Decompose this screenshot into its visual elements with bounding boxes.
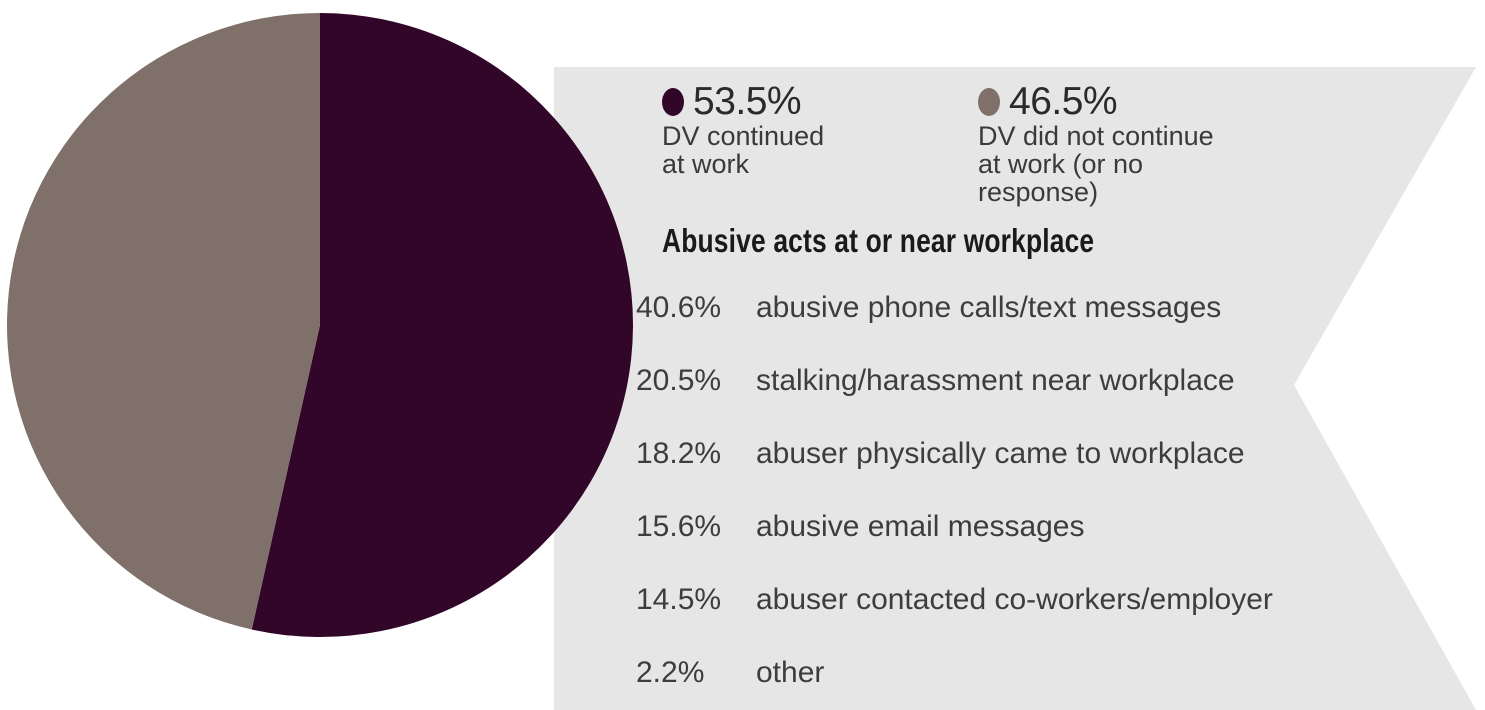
act-label: abusive email messages	[756, 510, 1085, 543]
act-label: abuser physically came to workplace	[756, 437, 1245, 470]
act-label: other	[756, 656, 825, 689]
act-value: 40.6%	[636, 291, 722, 324]
act-value: 15.6%	[636, 510, 722, 543]
legend-label-not-continued-line3: response)	[978, 177, 1099, 207]
act-label: abusive phone calls/text messages	[756, 291, 1222, 324]
legend-dot-not-continued-icon	[978, 88, 1000, 116]
legend-label-not-continued-line1: DV did not continue	[978, 121, 1214, 151]
legend-item-not-continued: 46.5% DV did not continue at work (or no…	[978, 80, 1268, 207]
act-label: stalking/harassment near workplace	[756, 364, 1235, 397]
pie-slice-continued	[251, 13, 634, 637]
legend-label-continued-line2: at work	[662, 149, 750, 179]
act-value: 14.5%	[636, 583, 722, 616]
pie-chart	[7, 13, 634, 637]
legend-dot-continued-icon	[662, 88, 684, 116]
legend-item-continued: 53.5% DV continued at work	[662, 80, 902, 179]
legend-label-not-continued-line2: at work (or no	[978, 149, 1144, 179]
legend-value-continued: 53.5%	[693, 80, 802, 123]
act-label: abuser contacted co-workers/employer	[756, 583, 1273, 616]
legend-label-continued-line1: DV continued	[662, 121, 825, 151]
legend-value-not-continued: 46.5%	[1009, 80, 1118, 123]
act-value: 20.5%	[636, 364, 722, 397]
act-value: 18.2%	[636, 437, 722, 470]
act-value: 2.2%	[636, 656, 705, 689]
section-title: Abusive acts at or near workplace	[662, 222, 1095, 259]
stats-panel-background	[554, 67, 1476, 710]
pie-slice-not-continued	[7, 13, 321, 630]
